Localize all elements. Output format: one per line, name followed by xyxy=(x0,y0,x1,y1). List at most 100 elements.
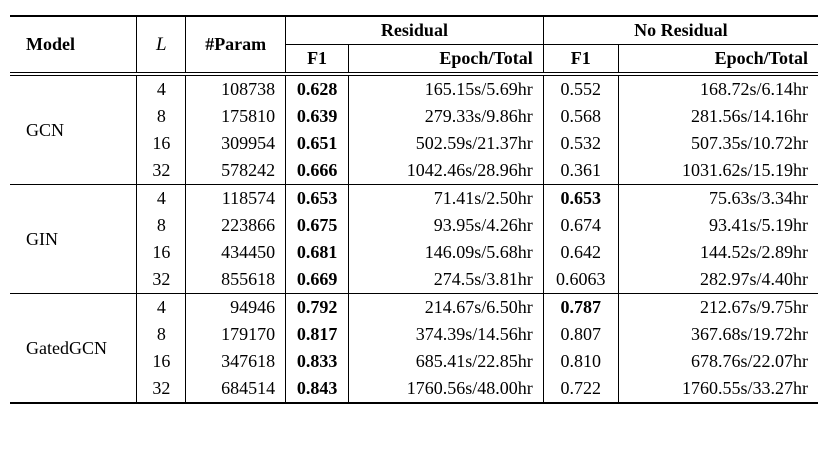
cell-residual-f1: 0.675 xyxy=(285,212,350,239)
header-residual-epoch-total: Epoch/Total xyxy=(348,44,544,74)
table-row: GCN 4 108738 0.628 165.15s/5.69hr 0.552 168.72… xyxy=(10,74,818,185)
cell-residual-epoch-total: 502.59s/21.37hr xyxy=(348,130,544,157)
cell-layers: 16 xyxy=(136,130,187,157)
cell-noresidual-epoch-total: 168.72s/6.14hr xyxy=(700,79,808,99)
table-row: 32 684514 0.843 1760.56s/48.00hr 0.722 1760.5… xyxy=(10,375,818,403)
model-block-gatedgcn: GatedGCN 4 94946 0.792 214.67s/6.50hr 0.787 21… xyxy=(10,293,818,403)
header-residual-group: Residual xyxy=(285,16,544,45)
header-no-residual-group: No Residual xyxy=(543,16,818,45)
cell-noresidual-epoch-total: 367.68s/19.72hr xyxy=(691,324,808,344)
cell-residual-f1: 0.666 xyxy=(285,157,350,185)
table-row: 16 347618 0.833 685.41s/22.85hr 0.810 678.76s… xyxy=(10,348,818,375)
cell-noresidual-f1: 0.787 xyxy=(543,293,619,321)
cell-residual-f1: 0.651 xyxy=(285,130,350,157)
cell-param: 578242 xyxy=(185,157,287,185)
cell-param: 108738 xyxy=(185,74,287,103)
table-row: 32 855618 0.669 274.5s/3.81hr 0.6063 282.97s/… xyxy=(10,266,818,294)
cell-param: 347618 xyxy=(185,348,287,375)
cell-noresidual-epoch-total: 1031.62s/15.19hr xyxy=(682,160,808,180)
cell-noresidual-f1: 0.653 xyxy=(543,184,619,212)
cell-param: 434450 xyxy=(185,239,287,266)
header-noresidual-epoch-total: Epoch/Total xyxy=(714,48,808,68)
cell-noresidual-f1: 0.642 xyxy=(543,239,619,266)
cell-noresidual-f1: 0.532 xyxy=(543,130,619,157)
cell-residual-epoch-total: 93.95s/4.26hr xyxy=(348,212,544,239)
cell-layers: 32 xyxy=(136,266,187,294)
cell-residual-f1: 0.792 xyxy=(285,293,350,321)
cell-residual-epoch-total: 165.15s/5.69hr xyxy=(348,74,544,103)
cell-noresidual-f1: 0.568 xyxy=(543,103,619,130)
table-row: 16 309954 0.651 502.59s/21.37hr 0.532 507.35s… xyxy=(10,130,818,157)
results-table: Model L #Param Residual No Residual F1 E… xyxy=(10,15,818,404)
cell-residual-f1: 0.669 xyxy=(285,266,350,294)
table-row: GIN 4 118574 0.653 71.41s/2.50hr 0.653 75.63s/… xyxy=(10,184,818,294)
cell-param: 309954 xyxy=(185,130,287,157)
table-row: 8 223866 0.675 93.95s/4.26hr 0.674 93.41s/5.1… xyxy=(10,212,818,239)
cell-param: 94946 xyxy=(185,293,287,321)
table-row: 8 179170 0.817 374.39s/14.56hr 0.807 367.68s/… xyxy=(10,321,818,348)
table-row: GatedGCN 4 94946 0.792 214.67s/6.50hr 0.787 21… xyxy=(10,293,818,403)
cell-residual-f1: 0.639 xyxy=(285,103,350,130)
cell-noresidual-epoch-total: 281.56s/14.16hr xyxy=(691,106,808,126)
cell-layers: 16 xyxy=(136,348,187,375)
header-residual-f1: F1 xyxy=(285,44,350,74)
cell-noresidual-epoch-total: 1760.55s/33.27hr xyxy=(682,378,808,398)
cell-param: 179170 xyxy=(185,321,287,348)
cell-residual-epoch-total: 279.33s/9.86hr xyxy=(348,103,544,130)
cell-noresidual-f1: 0.361 xyxy=(543,157,619,185)
model-block-gin: GIN 4 118574 0.653 71.41s/2.50hr 0.653 75.63s/… xyxy=(10,184,818,294)
cell-noresidual-epoch-total: 678.76s/22.07hr xyxy=(691,351,808,371)
cell-noresidual-epoch-total: 507.35s/10.72hr xyxy=(691,133,808,153)
cell-noresidual-f1: 0.807 xyxy=(543,321,619,348)
cell-residual-epoch-total: 374.39s/14.56hr xyxy=(348,321,544,348)
cell-noresidual-f1: 0.722 xyxy=(543,375,619,403)
header-group-row: Model L #Param Residual No Residual xyxy=(10,16,818,74)
cell-residual-epoch-total: 71.41s/2.50hr xyxy=(348,184,544,212)
cell-layers: 32 xyxy=(136,157,187,185)
header-layers: L xyxy=(136,16,187,74)
cell-noresidual-epoch-total: 212.67s/9.75hr xyxy=(700,297,808,317)
cell-residual-epoch-total: 1760.56s/48.00hr xyxy=(348,375,544,403)
cell-residual-epoch-total: 1042.46s/28.96hr xyxy=(348,157,544,185)
cell-noresidual-epoch-total: 75.63s/3.34hr xyxy=(709,188,808,208)
cell-layers: 32 xyxy=(136,375,187,403)
cell-residual-epoch-total: 146.09s/5.68hr xyxy=(348,239,544,266)
cell-noresidual-f1: 0.552 xyxy=(543,74,619,103)
cell-residual-epoch-total: 214.67s/6.50hr xyxy=(348,293,544,321)
table-row: 16 434450 0.681 146.09s/5.68hr 0.642 144.52s/… xyxy=(10,239,818,266)
cell-param: 223866 xyxy=(185,212,287,239)
header-param: #Param xyxy=(185,16,287,74)
cell-layers: 4 xyxy=(136,293,187,321)
cell-residual-f1: 0.653 xyxy=(285,184,350,212)
model-block-gcn: GCN 4 108738 0.628 165.15s/5.69hr 0.552 168.72… xyxy=(10,74,818,185)
cell-layers: 4 xyxy=(136,184,187,212)
cell-noresidual-epoch-total: 93.41s/5.19hr xyxy=(709,215,808,235)
cell-model: GatedGCN xyxy=(10,293,138,403)
cell-layers: 16 xyxy=(136,239,187,266)
cell-residual-f1: 0.833 xyxy=(285,348,350,375)
cell-param: 855618 xyxy=(185,266,287,294)
cell-residual-epoch-total: 685.41s/22.85hr xyxy=(348,348,544,375)
header-model: Model xyxy=(10,16,138,74)
cell-noresidual-f1: 0.6063 xyxy=(543,266,619,294)
cell-model: GCN xyxy=(10,74,138,185)
table-row: 32 578242 0.666 1042.46s/28.96hr 0.361 1031.6… xyxy=(10,157,818,185)
table-row: 8 175810 0.639 279.33s/9.86hr 0.568 281.56s/1… xyxy=(10,103,818,130)
cell-residual-f1: 0.817 xyxy=(285,321,350,348)
cell-param: 175810 xyxy=(185,103,287,130)
cell-noresidual-f1: 0.810 xyxy=(543,348,619,375)
cell-layers: 8 xyxy=(136,103,187,130)
cell-residual-f1: 0.628 xyxy=(285,74,350,103)
cell-residual-f1: 0.843 xyxy=(285,375,350,403)
header-sub-row: F1 Epoch/Total F1 Epoch/Total xyxy=(10,44,818,74)
cell-param: 118574 xyxy=(185,184,287,212)
cell-residual-f1: 0.681 xyxy=(285,239,350,266)
cell-model: GIN xyxy=(10,184,138,294)
cell-noresidual-epoch-total: 282.97s/4.40hr xyxy=(700,269,808,289)
cell-noresidual-f1: 0.674 xyxy=(543,212,619,239)
table-header: Model L #Param Residual No Residual F1 E… xyxy=(10,16,818,74)
header-noresidual-f1: F1 xyxy=(543,44,619,74)
cell-layers: 8 xyxy=(136,321,187,348)
cell-noresidual-epoch-total: 144.52s/2.89hr xyxy=(700,242,808,262)
